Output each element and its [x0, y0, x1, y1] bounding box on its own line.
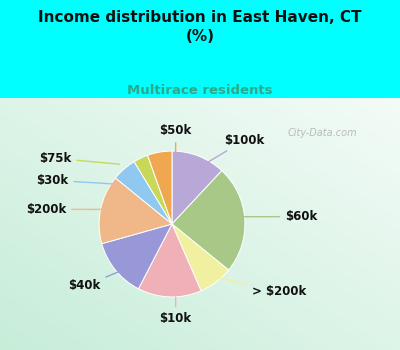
Wedge shape [172, 224, 228, 291]
Text: $60k: $60k [236, 210, 317, 223]
Wedge shape [134, 155, 172, 224]
Text: > $200k: > $200k [212, 276, 306, 298]
Wedge shape [172, 151, 222, 224]
Text: $75k: $75k [39, 152, 120, 165]
Text: $100k: $100k [200, 134, 265, 167]
Text: Multirace residents: Multirace residents [127, 84, 273, 97]
Wedge shape [99, 178, 172, 244]
Text: $30k: $30k [36, 174, 112, 187]
Text: Income distribution in East Haven, CT
(%): Income distribution in East Haven, CT (%… [38, 10, 362, 44]
Wedge shape [102, 224, 172, 289]
Wedge shape [148, 151, 172, 224]
Text: $50k: $50k [160, 124, 192, 153]
Text: $200k: $200k [26, 203, 108, 216]
Text: $10k: $10k [160, 297, 192, 325]
Text: City-Data.com: City-Data.com [288, 128, 358, 138]
Text: $40k: $40k [68, 268, 128, 293]
Wedge shape [138, 224, 201, 297]
Wedge shape [116, 162, 172, 224]
Wedge shape [172, 171, 245, 270]
